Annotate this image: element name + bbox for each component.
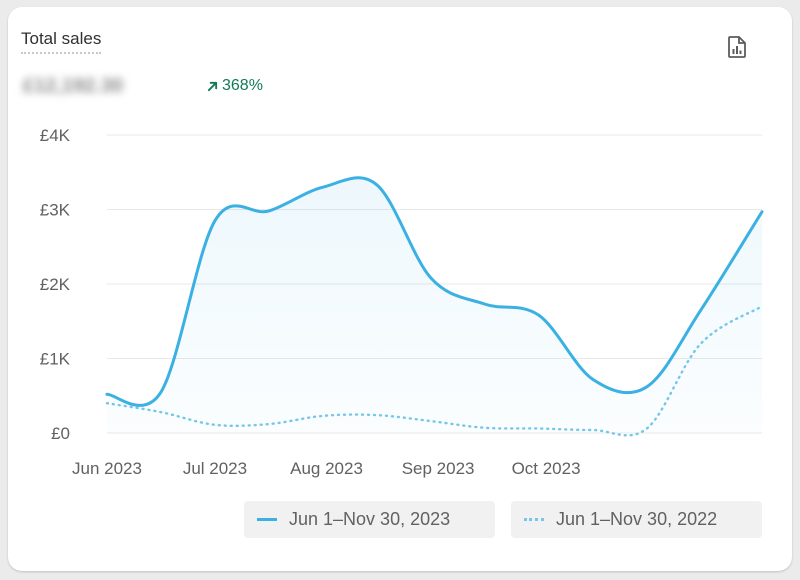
series-line-current — [105, 176, 764, 407]
y-tick-label: £2K — [40, 275, 71, 294]
card-title[interactable]: Total sales — [21, 29, 102, 54]
series-line-previous — [105, 305, 764, 437]
x-tick-label: Sep 2023 — [402, 459, 475, 478]
y-tick-label: £0 — [51, 424, 70, 443]
legend-label-current: Jun 1–Nov 30, 2023 — [289, 509, 451, 529]
arrow-up-right-icon — [207, 81, 218, 91]
x-tick-label: Aug 2023 — [290, 459, 363, 478]
legend-item-current[interactable]: Jun 1–Nov 30, 2023 — [244, 501, 495, 538]
x-tick-label: Jul 2023 — [183, 459, 247, 478]
report-icon — [728, 36, 746, 58]
report-button[interactable] — [726, 35, 748, 59]
y-tick-label: £3K — [40, 201, 71, 220]
sales-chart: £0 £1K £2K £3K £4K Jun 2023 Jul 2023 Aug 2023 Se… — [40, 126, 764, 478]
total-sales-value: £12,192.30 — [23, 75, 124, 97]
legend-item-previous[interactable]: Jun 1–Nov 30, 2022 — [511, 501, 762, 538]
x-tick-label: Jun 2023 — [72, 459, 142, 478]
series-area-current — [107, 177, 762, 433]
change-indicator: 368% — [207, 77, 263, 95]
y-tick-label: £1K — [40, 350, 71, 369]
legend-line-solid — [257, 518, 277, 521]
x-tick-label: Oct 2023 — [512, 459, 581, 478]
change-percent: 368% — [222, 77, 263, 94]
legend-label-previous: Jun 1–Nov 30, 2022 — [556, 509, 718, 529]
legend-line-dotted — [524, 518, 544, 521]
y-tick-label: £4K — [40, 126, 71, 145]
